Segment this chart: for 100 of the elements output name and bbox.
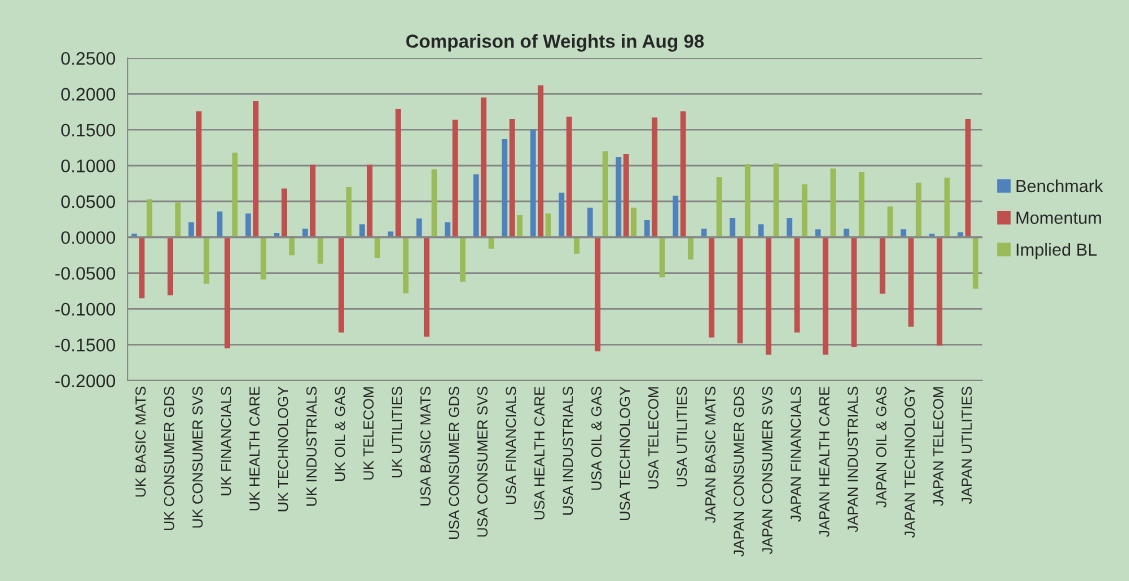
- bar: [253, 101, 259, 238]
- x-tick-label: JAPAN INDUSTRIALS: [847, 386, 858, 533]
- bar: [167, 237, 174, 296]
- bar: [858, 172, 865, 238]
- x-tick-label: USA HEALTH CARE: [534, 386, 545, 520]
- bar: [908, 237, 914, 327]
- bar: [936, 237, 943, 346]
- y-tick-label: -0.2000: [55, 374, 116, 388]
- x-tick-label: USA BASIC MATS: [420, 386, 431, 506]
- bar: [203, 237, 210, 284]
- bar: [615, 156, 622, 238]
- y-tick-label: -0.1500: [55, 338, 116, 352]
- bar: [716, 177, 722, 238]
- bar: [758, 224, 764, 238]
- bar: [566, 116, 572, 238]
- y-tick-label: 0.0000: [61, 231, 116, 244]
- bar: [765, 237, 772, 355]
- bar: [744, 164, 751, 238]
- bar: [680, 111, 686, 238]
- y-tick-label: 0.1500: [61, 123, 116, 137]
- bar: [644, 220, 650, 238]
- y-tick-label: 0.1000: [61, 159, 116, 173]
- bar: [773, 163, 779, 238]
- x-tick-label: UK CONSUMER SVS: [192, 386, 203, 528]
- x-tick-label: UK BASIC MATS: [135, 386, 146, 497]
- y-tick-label: -0.1000: [55, 302, 116, 316]
- x-tick-label: JAPAN UTILITIES: [961, 386, 972, 504]
- bar: [659, 237, 665, 278]
- bar: [480, 97, 487, 238]
- x-tick-label: UK TECHNOLOGY: [277, 386, 289, 512]
- x-tick-label: USA INDUSTRIALS: [562, 386, 574, 515]
- bar: [452, 119, 458, 238]
- x-tick-label: UK INDUSTRIALS: [306, 386, 317, 506]
- x-tick-label: USA TECHNOLOGY: [619, 386, 631, 521]
- bar: [245, 213, 251, 238]
- bar: [175, 202, 181, 238]
- bar: [651, 117, 658, 238]
- x-tick-label: USA OIL & GAS: [591, 386, 602, 490]
- bar: [509, 119, 515, 238]
- y-tick-label: 0.2500: [61, 52, 116, 65]
- bar: [830, 168, 836, 238]
- x-tick-label: UK UTILITIES: [391, 386, 403, 478]
- bar: [851, 237, 857, 347]
- bar: [602, 151, 608, 238]
- bar: [517, 215, 523, 238]
- x-tick-label: UK FINANCIALS: [220, 386, 232, 496]
- bar: [587, 207, 593, 238]
- x-tick-label: UK TELECOM: [363, 387, 374, 480]
- bar: [887, 206, 893, 238]
- bar: [879, 237, 886, 294]
- x-tick-label: USA CONSUMER SVS: [477, 386, 488, 537]
- x-tick-label: JAPAN CONSUMER SVS: [762, 386, 773, 555]
- bar: [623, 154, 629, 238]
- chart-title: Comparison of Weights in Aug 98: [406, 34, 704, 52]
- bar: [188, 222, 194, 238]
- bar: [416, 218, 422, 238]
- bar: [594, 237, 601, 352]
- bar: [965, 119, 971, 238]
- x-tick-label: UK OIL & GAS: [334, 386, 346, 481]
- bar: [317, 237, 324, 264]
- bar: [530, 129, 536, 238]
- x-tick-label: USA UTILITIES: [676, 386, 688, 487]
- bar: [359, 224, 365, 238]
- bar: [423, 237, 430, 337]
- x-tick-label: JAPAN BASIC MATS: [705, 386, 716, 524]
- bar: [224, 237, 231, 349]
- bar: [289, 237, 295, 256]
- bar: [431, 169, 438, 238]
- bar: [346, 187, 352, 238]
- bar: [972, 237, 979, 289]
- x-tick-label: JAPAN TELECOM: [933, 387, 944, 507]
- x-tick-label: JAPAN TECHNOLOGY: [904, 386, 915, 538]
- y-tick-label: 0.2000: [61, 87, 116, 101]
- bar: [944, 177, 950, 238]
- x-tick-label: UK HEALTH CARE: [249, 386, 260, 511]
- bar: [801, 184, 808, 238]
- x-tick-label: JAPAN OIL & GAS: [876, 386, 887, 508]
- x-tick-label: JAPAN HEALTH CARE: [819, 386, 830, 537]
- bar: [537, 85, 544, 238]
- bar: [395, 108, 401, 238]
- bar: [815, 229, 821, 238]
- x-tick-label: USA TELECOM: [648, 387, 659, 489]
- bar: [232, 152, 238, 238]
- bar: [403, 237, 409, 294]
- bar: [338, 237, 344, 333]
- x-tick-label: UK CONSUMER GDS: [163, 386, 175, 531]
- legend-label: Benchmark: [1016, 179, 1104, 193]
- y-tick-label: -0.0500: [55, 267, 116, 280]
- bar: [310, 164, 316, 238]
- legend-label: Momentum: [1016, 211, 1101, 224]
- legend-label: Implied BL: [1016, 243, 1097, 260]
- bar: [460, 237, 466, 282]
- bar: [501, 139, 508, 238]
- y-tick-label: 0.0500: [61, 195, 116, 209]
- bar: [794, 237, 800, 333]
- bar: [737, 237, 743, 344]
- x-tick-label: USA FINANCIALS: [505, 386, 517, 505]
- x-tick-label: JAPAN CONSUMER GDS: [733, 386, 744, 557]
- bar: [366, 164, 373, 238]
- bar: [708, 237, 715, 338]
